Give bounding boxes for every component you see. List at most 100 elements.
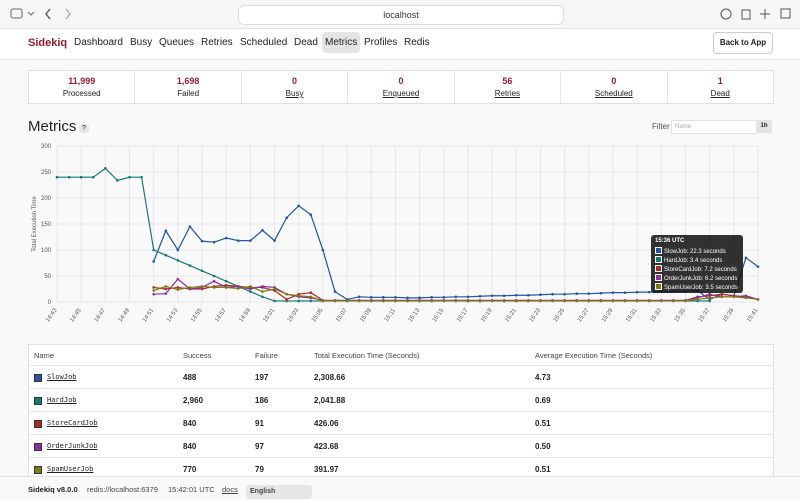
column-header: Average Execution Time (Seconds) (535, 351, 653, 360)
checkbox[interactable] (34, 397, 42, 405)
x-tick-label: 15:41 (746, 307, 760, 323)
series-point (285, 292, 288, 296)
series-point (382, 296, 385, 299)
chevron-icon[interactable] (27, 11, 35, 16)
stat: 1,698 Failed (135, 71, 242, 103)
x-tick-label: 15:35 (674, 307, 688, 323)
series-point (756, 298, 760, 301)
series-point (599, 299, 603, 303)
stat-value: 56 (502, 76, 513, 86)
series-point (321, 248, 325, 252)
address-bar[interactable]: localhost (238, 5, 564, 25)
series-point (176, 286, 180, 289)
series-point (128, 175, 131, 179)
series-point (369, 299, 373, 303)
nav-link[interactable]: Retries (201, 37, 233, 48)
x-tick-label: 14:49 (118, 307, 132, 323)
series-point (212, 286, 216, 289)
nav-link[interactable]: Dashboard (74, 37, 123, 48)
cell-value: 0.69 (535, 396, 551, 405)
checkbox[interactable] (34, 466, 42, 474)
series-point (261, 285, 264, 288)
job-link[interactable]: HardJob (47, 396, 77, 404)
nav-link[interactable]: Profiles (364, 37, 398, 48)
series-point (224, 279, 228, 283)
period-button[interactable]: 1h (756, 120, 772, 133)
stat-value: 0 (398, 76, 404, 86)
series-point (309, 213, 313, 216)
nav-link[interactable]: Metrics (322, 32, 361, 53)
cell-value: 4.73 (535, 373, 551, 382)
share-icon[interactable] (741, 9, 751, 20)
x-tick-label: 14:45 (69, 307, 83, 323)
redis-url: redis://localhost:6379 (87, 485, 158, 494)
forward-icon[interactable] (65, 8, 71, 20)
sidebar-icon[interactable] (10, 8, 23, 19)
cell-value: 391.97 (314, 465, 339, 474)
series-point (261, 295, 264, 299)
brand[interactable]: Sidekiq (28, 37, 68, 49)
nav-link[interactable]: Dead (294, 37, 318, 48)
help-badge[interactable]: ? (79, 124, 89, 133)
series-point (575, 299, 579, 303)
nav-link[interactable]: Scheduled (240, 37, 288, 48)
checkbox[interactable] (34, 420, 42, 428)
job-link[interactable]: SpamUserJob (47, 465, 94, 473)
series-point (200, 285, 204, 288)
nav-link[interactable]: Redis (404, 37, 430, 48)
series-point (539, 293, 542, 297)
download-icon[interactable] (720, 8, 732, 20)
series-point (635, 299, 639, 303)
tooltip-swatch (655, 274, 662, 281)
tooltip-item: SpamUserJob: 3.5 seconds (651, 283, 743, 292)
checkbox[interactable] (34, 443, 42, 451)
nav-link[interactable]: Busy (130, 37, 153, 48)
x-tick-label: 15:09 (359, 307, 373, 323)
stat-label[interactable]: Retries (494, 89, 521, 98)
stat: 0 Busy (242, 71, 349, 103)
back-button[interactable]: Back to App (713, 32, 773, 54)
x-tick-label: 15:03 (287, 307, 301, 323)
tooltip-text: SpamUserJob: 3.5 seconds (664, 285, 738, 291)
language-select[interactable]: English (246, 485, 312, 499)
series-point (212, 240, 216, 244)
cell-value: 840 (183, 419, 197, 428)
series-point (357, 299, 361, 303)
series-point (611, 291, 615, 294)
series-point (527, 299, 530, 303)
x-tick-label: 15:07 (335, 307, 349, 323)
series-point (756, 265, 760, 268)
series-point (406, 296, 409, 300)
cell-value: 91 (255, 419, 264, 428)
cell-value: 79 (255, 465, 264, 474)
series-point (164, 287, 168, 291)
tabs-icon[interactable] (780, 8, 791, 19)
job-link[interactable]: OrderJunkJob (47, 442, 98, 450)
filter-input[interactable]: Name (671, 120, 758, 134)
series-point (261, 228, 264, 232)
series-point (514, 293, 518, 297)
stat-label[interactable]: Enqueued (382, 89, 420, 98)
job-link[interactable]: StoreCardJob (47, 419, 98, 427)
stat-label[interactable]: Scheduled (594, 89, 633, 98)
x-tick-label: 15:11 (384, 307, 398, 323)
series-point (249, 287, 252, 291)
nav-link[interactable]: Queues (159, 37, 195, 48)
new-tab-icon[interactable] (760, 9, 770, 19)
checkbox[interactable] (34, 374, 42, 382)
docs-link[interactable]: docs (222, 485, 238, 494)
filter-label: Filter (652, 122, 670, 131)
job-link[interactable]: SlowJob (47, 373, 77, 381)
series-point (164, 285, 168, 288)
series-point (152, 260, 155, 263)
series-point (212, 274, 216, 278)
series-point (672, 299, 675, 303)
series-point (720, 292, 724, 296)
series-point (91, 175, 95, 179)
tooltip-title: 15:36 UTC (655, 238, 685, 244)
back-icon[interactable] (45, 8, 51, 20)
stat-label[interactable]: Busy (285, 89, 304, 98)
column-header: Total Execution Time (Seconds) (314, 351, 420, 360)
cell-value: 840 (183, 442, 197, 451)
stat-label[interactable]: Dead (710, 89, 730, 98)
